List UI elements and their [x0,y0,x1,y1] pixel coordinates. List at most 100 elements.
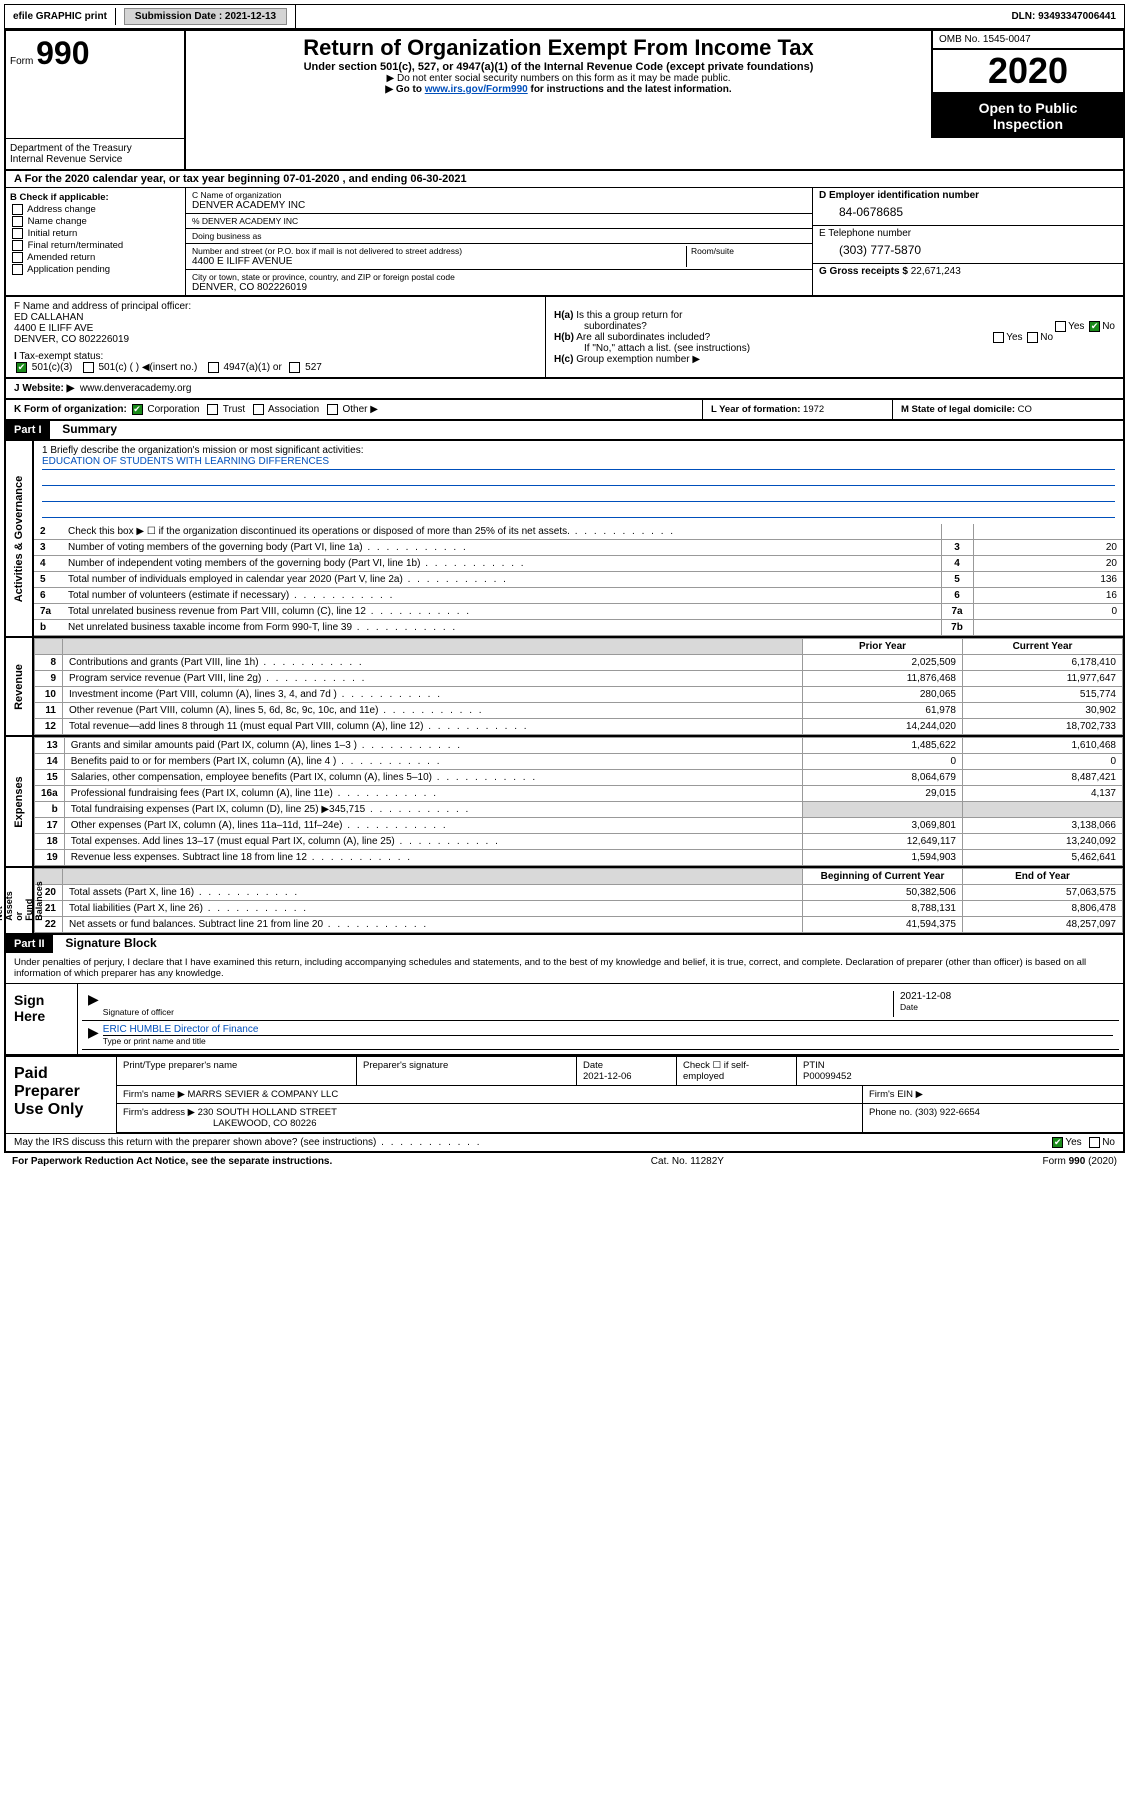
officer-addr1: 4400 E ILIFF AVE [14,323,537,334]
cb-address-change[interactable]: Address change [10,204,181,215]
city-label: City or town, state or province, country… [192,272,806,282]
hc-label: Group exemption number ▶ [576,354,700,365]
prep-name-h: Print/Type preparer's name [117,1057,357,1085]
main-title: Return of Organization Exempt From Incom… [194,35,923,61]
tax-status-label: Tax-exempt status: [19,351,103,362]
table-row: 9Program service revenue (Part VIII, lin… [35,671,1123,687]
cb-trust[interactable] [207,404,218,415]
table-row: 21Total liabilities (Part X, line 26) 8,… [35,901,1123,917]
part1-title: Summary [52,419,127,439]
table-row: 3 Number of voting members of the govern… [34,540,1123,556]
cb-other[interactable] [327,404,338,415]
cb-discuss-no[interactable] [1089,1137,1100,1148]
efile-label: efile GRAPHIC print [5,8,116,25]
cb-hb-yes[interactable] [993,332,1004,343]
line-a: A For the 2020 calendar year, or tax yea… [6,169,1123,188]
org-pct: % DENVER ACADEMY INC [192,216,806,226]
form990-link[interactable]: www.irs.gov/Form990 [425,84,528,95]
expenses-table: 13Grants and similar amounts paid (Part … [34,737,1123,866]
officer-typed-name: ERIC HUMBLE Director of Finance [103,1024,1113,1036]
cat-no: Cat. No. 11282Y [651,1156,724,1167]
g-label: G Gross receipts $ [819,266,911,277]
table-row: 20Total assets (Part X, line 16) 50,382,… [35,885,1123,901]
officer-name: ED CALLAHAN [14,312,537,323]
mission-blank-2 [42,488,1115,502]
cb-ha-no[interactable] [1089,321,1100,332]
c-label: C Name of organization [192,190,806,200]
f-label: F Name and address of principal officer: [14,301,537,312]
table-row: 5 Total number of individuals employed i… [34,572,1123,588]
officer-block: F Name and address of principal officer:… [6,297,546,377]
cb-assoc[interactable] [253,404,264,415]
expenses-section: Expenses 13Grants and similar amounts pa… [6,735,1123,866]
dba-label: Doing business as [192,231,806,241]
phone-value: (303) 777-5870 [819,239,1117,261]
cb-amended[interactable]: Amended return [10,252,181,263]
k-block: K Form of organization: Corporation Trus… [6,400,703,419]
table-row: 12Total revenue—add lines 8 through 11 (… [35,719,1123,735]
table-row: 13Grants and similar amounts paid (Part … [35,738,1123,754]
cb-final-return[interactable]: Final return/terminated [10,240,181,251]
form-footer: Form 990 (2020) [1043,1156,1117,1167]
table-row: 19Revenue less expenses. Subtract line 1… [35,850,1123,866]
addr-label: Number and street (or P.O. box if mail i… [192,246,686,256]
year-cell: OMB No. 1545-0047 2020 Open to PublicIns… [933,31,1123,138]
form-header: Form 990 Return of Organization Exempt F… [6,31,1123,138]
table-row: 6 Total number of volunteers (estimate i… [34,588,1123,604]
subtitle: Under section 501(c), 527, or 4947(a)(1)… [194,61,923,73]
dln-cell: DLN: 93493347006441 [1003,8,1124,25]
firm-addr2: LAKEWOOD, CO 80226 [123,1118,316,1129]
sig-date-label: Date [900,1002,1113,1012]
prep-check[interactable]: Check ☐ if self-employed [677,1057,797,1085]
governance-section: Activities & Governance 1 Briefly descri… [6,439,1123,636]
governance-table: 2 Check this box ▶ ☐ if the organization… [34,524,1123,636]
cb-corp[interactable] [132,404,143,415]
prep-sig-h: Preparer's signature [357,1057,577,1085]
cb-501c3[interactable] [16,362,27,373]
net-table: Beginning of Current YearEnd of Year 20T… [34,868,1123,933]
part-1-bar: Part I Summary [6,421,1123,439]
table-row: 11Other revenue (Part VIII, column (A), … [35,703,1123,719]
table-row: bTotal fundraising expenses (Part IX, co… [35,802,1123,818]
top-bar: efile GRAPHIC print Submission Date : 20… [4,4,1125,29]
part-2-bar: Part II Signature Block [6,933,1123,953]
cb-501c[interactable] [83,362,94,373]
h-block: H(a) Is this a group return for subordin… [546,306,1123,369]
firm-name: MARRS SEVIER & COMPANY LLC [188,1089,339,1100]
prep-date: 2021-12-06 [583,1071,632,1082]
tax-year: 2020 [933,50,1123,94]
prep-phone: (303) 922-6654 [915,1107,980,1118]
check-b-column: B Check if applicable: Address change Na… [6,188,186,295]
cb-pending[interactable]: Application pending [10,264,181,275]
cb-name-change[interactable]: Name change [10,216,181,227]
perjury-text: Under penalties of perjury, I declare th… [6,953,1123,983]
submission-button[interactable]: Submission Date : 2021-12-13 [124,8,287,25]
sig-date: 2021-12-08 [900,991,1113,1002]
prep-header-row: Print/Type preparer's name Preparer's si… [117,1057,1123,1086]
cb-initial-return[interactable]: Initial return [10,228,181,239]
side-governance: Activities & Governance [6,439,34,636]
page-footer: For Paperwork Reduction Act Notice, see … [4,1153,1125,1170]
e-label: E Telephone number [819,228,1117,239]
sig-arrow-icon-2: ▶ [88,1024,99,1046]
org-city: DENVER, CO 802226019 [192,282,806,293]
mission-block: 1 Briefly describe the organization's mi… [34,441,1123,524]
mission-question: 1 Briefly describe the organization's mi… [42,445,1115,456]
cb-hb-no[interactable] [1027,332,1038,343]
dept-treasury: Department of the Treasury Internal Reve… [6,138,186,169]
side-expenses: Expenses [6,737,34,866]
preparer-block: Paid Preparer Use Only Print/Type prepar… [6,1055,1123,1133]
table-row: 10Investment income (Part VIII, column (… [35,687,1123,703]
irs-discuss-row: May the IRS discuss this return with the… [6,1133,1123,1151]
org-name: DENVER ACADEMY INC [192,200,806,211]
table-row: 18Total expenses. Add lines 13–17 (must … [35,834,1123,850]
part2-header: Part II [6,935,53,953]
cb-4947[interactable] [208,362,219,373]
k-l-m-row: K Form of organization: Corporation Trus… [6,400,1123,421]
website-row: J Website: ▶ www.denveracademy.org [6,379,1123,400]
cb-discuss-yes[interactable] [1052,1137,1063,1148]
cb-527[interactable] [289,362,300,373]
firm-ein-label: Firm's EIN ▶ [863,1086,1123,1103]
cb-ha-yes[interactable] [1055,321,1066,332]
d-label: D Employer identification number [819,190,979,201]
